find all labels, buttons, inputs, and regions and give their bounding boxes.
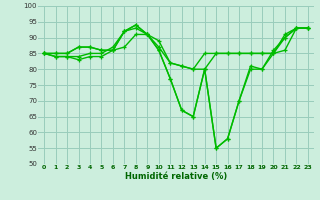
X-axis label: Humidité relative (%): Humidité relative (%) — [125, 172, 227, 181]
